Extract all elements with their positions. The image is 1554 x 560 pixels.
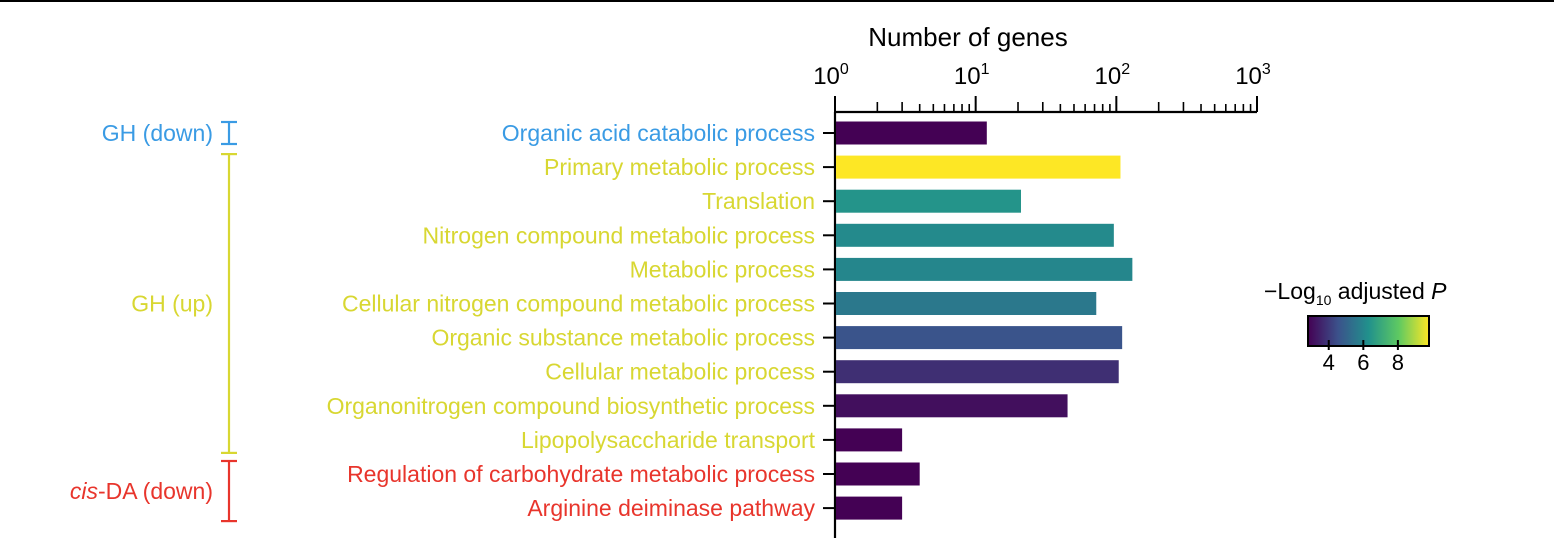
bar bbox=[836, 155, 1121, 179]
category-label: Cellular metabolic process bbox=[545, 359, 815, 385]
category-label: Cellular nitrogen compound metabolic pro… bbox=[342, 291, 815, 317]
colorbar-tick-label: 6 bbox=[1357, 350, 1369, 375]
category-label: Arginine deiminase pathway bbox=[527, 495, 815, 521]
x-axis: 100 101 102 103 Number of genes bbox=[813, 22, 1271, 538]
bar bbox=[836, 496, 903, 520]
figure-top-border bbox=[0, 0, 1554, 2]
category-label: Organonitrogen compound biosynthetic pro… bbox=[327, 393, 815, 419]
colorbar-title: −Log10 adjusted P bbox=[1264, 278, 1447, 308]
category-label: Translation bbox=[702, 188, 815, 214]
colorbar-tick-label: 4 bbox=[1323, 350, 1335, 375]
group-brackets: GH (down) GH (up) cis-DA (down) bbox=[70, 120, 237, 523]
bar bbox=[836, 121, 987, 145]
group-label: GH (up) bbox=[131, 291, 213, 317]
category-label: Organic substance metabolic process bbox=[431, 325, 815, 351]
x-tick-label: 102 bbox=[1095, 61, 1131, 90]
category-label: Lipopolysaccharide transport bbox=[521, 427, 816, 453]
bar bbox=[836, 326, 1123, 350]
x-axis-title: Number of genes bbox=[868, 22, 1067, 52]
bar bbox=[836, 189, 1021, 213]
bars bbox=[836, 121, 1133, 520]
x-tick-label: 103 bbox=[1235, 61, 1271, 90]
colorbar-legend: −Log10 adjusted P 4 6 8 bbox=[1264, 278, 1447, 375]
bar bbox=[836, 462, 920, 486]
colorbar-gradient bbox=[1307, 315, 1430, 347]
bar bbox=[836, 292, 1097, 315]
category-label: Organic acid catabolic process bbox=[502, 120, 815, 146]
colorbar-tick-label: 8 bbox=[1392, 350, 1404, 375]
group-label: GH (down) bbox=[102, 120, 213, 146]
bar bbox=[836, 394, 1068, 418]
bar bbox=[836, 223, 1114, 247]
bar bbox=[836, 360, 1119, 384]
bar bbox=[836, 257, 1133, 281]
bar bbox=[836, 428, 903, 452]
category-label: Metabolic process bbox=[630, 256, 815, 282]
x-tick-label: 100 bbox=[813, 61, 849, 90]
category-label: Regulation of carbohydrate metabolic pro… bbox=[347, 461, 815, 487]
x-tick-label: 101 bbox=[954, 61, 990, 90]
category-labels: Organic acid catabolic process Primary me… bbox=[327, 120, 835, 521]
category-label: Primary metabolic process bbox=[544, 154, 815, 180]
group-label: cis-DA (down) bbox=[70, 478, 213, 504]
category-label: Nitrogen compound metabolic process bbox=[423, 222, 815, 248]
